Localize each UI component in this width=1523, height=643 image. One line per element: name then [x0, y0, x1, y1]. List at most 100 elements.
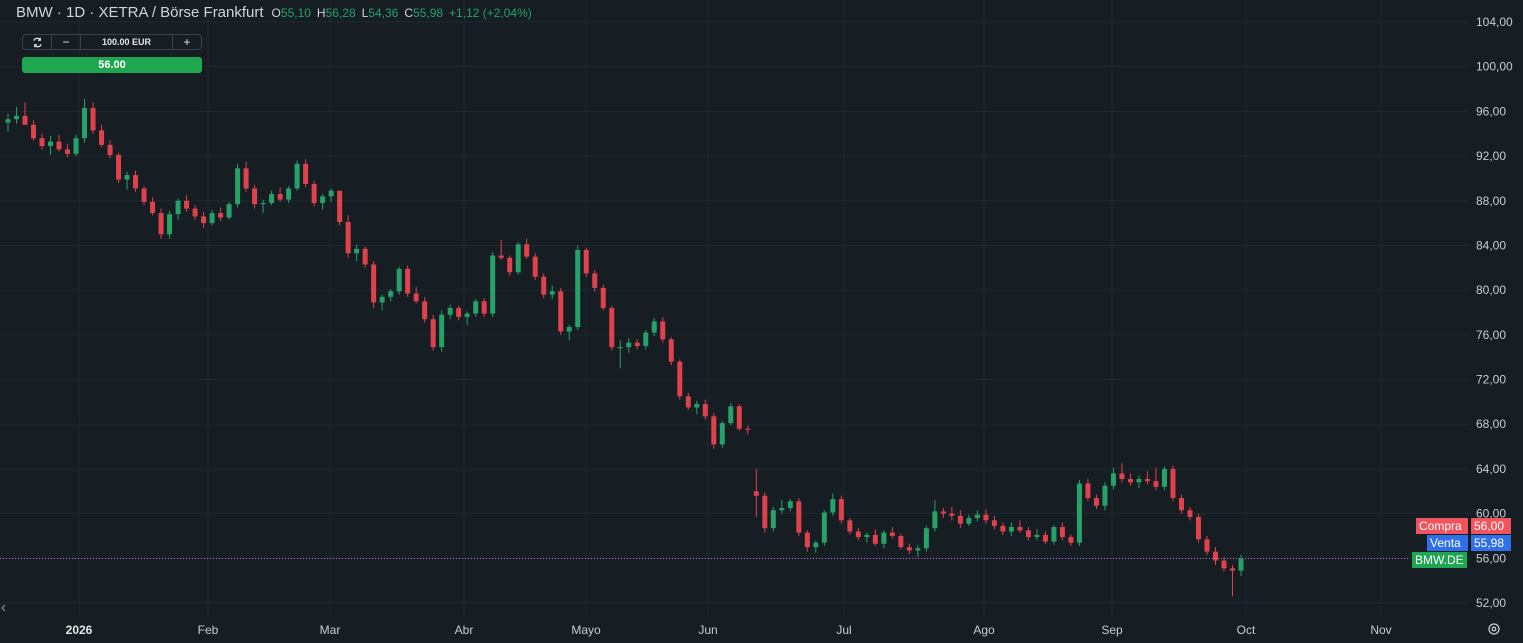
y-tick-label: 80,00 [1476, 283, 1506, 297]
candle [175, 198, 181, 220]
candle [1000, 522, 1006, 535]
candle-body [787, 501, 793, 509]
candle-body [668, 339, 674, 362]
candle-body [745, 428, 751, 430]
candle [677, 359, 683, 400]
candle [932, 500, 938, 532]
candle [1110, 467, 1116, 490]
candle-body [1068, 537, 1074, 543]
candle-body [872, 534, 878, 544]
candle-body [141, 188, 147, 202]
candle-body [753, 491, 759, 496]
y-tick-label: 52,00 [1476, 596, 1506, 610]
candle [1076, 480, 1082, 547]
x-tick-label: Nov [1370, 623, 1391, 637]
candle-body [617, 347, 623, 349]
candle [1153, 467, 1159, 491]
buy-value-tag: 56,00 [1471, 518, 1511, 534]
candle [1042, 531, 1048, 544]
candle [617, 340, 623, 369]
x-tick-label: 2026 [66, 623, 93, 637]
x-tick-label: Ago [973, 623, 995, 637]
candle-body [362, 248, 368, 265]
candle-body [1204, 539, 1210, 552]
chevron-left-icon[interactable] [0, 603, 8, 613]
candle-body [923, 528, 929, 549]
candle [1051, 524, 1057, 545]
candle [371, 261, 377, 309]
candle [430, 314, 436, 351]
candle [1178, 494, 1184, 514]
close-value: C55,98 [404, 6, 444, 20]
candle [294, 160, 300, 191]
candle [583, 247, 589, 277]
candle-body [1025, 530, 1031, 538]
candle [532, 253, 538, 281]
candle-body [235, 168, 241, 205]
candle [328, 188, 334, 202]
candle [303, 159, 309, 188]
candle [600, 284, 606, 311]
candle-body [1102, 485, 1108, 506]
candle [311, 180, 317, 207]
candle [1025, 527, 1031, 541]
candle-body [507, 257, 513, 273]
candle-body [286, 188, 292, 200]
candle [753, 468, 759, 517]
candle-body [991, 520, 997, 526]
candle-body [600, 287, 606, 309]
candle-body [277, 194, 283, 200]
candle-body [107, 144, 113, 155]
increase-amount-button[interactable]: + [172, 35, 201, 49]
candle [422, 296, 428, 323]
candle [881, 530, 887, 549]
candle-body [116, 154, 122, 180]
x-tick-label: Jul [836, 623, 851, 637]
candle [73, 134, 79, 157]
x-tick-label: Feb [198, 623, 219, 637]
candle-body [226, 204, 232, 218]
candle [269, 190, 275, 206]
candle-body [541, 276, 547, 295]
x-tick-label: Abr [455, 623, 474, 637]
refresh-icon[interactable] [23, 35, 52, 49]
candle-body [847, 520, 853, 532]
settings-icon[interactable] [1486, 621, 1502, 637]
candle-body [371, 264, 377, 303]
candle-body [592, 273, 598, 288]
symbol-tag: BMW.DE [1412, 552, 1467, 568]
y-tick-label: 84,00 [1476, 238, 1506, 252]
candle-body [549, 291, 555, 295]
decrease-amount-button[interactable]: − [52, 35, 81, 49]
candle [915, 544, 921, 558]
candle-body [702, 404, 708, 417]
candle-body [1161, 468, 1167, 487]
candle [796, 497, 802, 536]
candle [1008, 522, 1014, 536]
candle [736, 404, 742, 431]
candle-body [830, 499, 836, 513]
candle-body [932, 511, 938, 529]
candle [456, 305, 462, 321]
candle [719, 420, 725, 448]
y-tick-label: 92,00 [1476, 149, 1506, 163]
candle-body [5, 119, 11, 123]
candle [286, 186, 292, 204]
candle-body [252, 188, 258, 205]
candle-body [124, 175, 130, 180]
candle-body [728, 406, 734, 424]
candle [549, 285, 555, 300]
amount-value[interactable]: 100.00 EUR [101, 37, 152, 47]
candle [464, 311, 470, 325]
candle-body [422, 301, 428, 320]
buy-price-button[interactable]: 56.00 [22, 57, 202, 73]
low-value: L54,36 [361, 6, 399, 20]
candle-body [1119, 473, 1125, 479]
candle [1119, 463, 1125, 483]
candle-body [779, 508, 785, 511]
candle-body [770, 510, 776, 529]
buy-label-tag: Compra [1416, 518, 1468, 534]
change-value: +1,12 (+2,04%) [449, 6, 532, 20]
candle-body [201, 216, 207, 224]
